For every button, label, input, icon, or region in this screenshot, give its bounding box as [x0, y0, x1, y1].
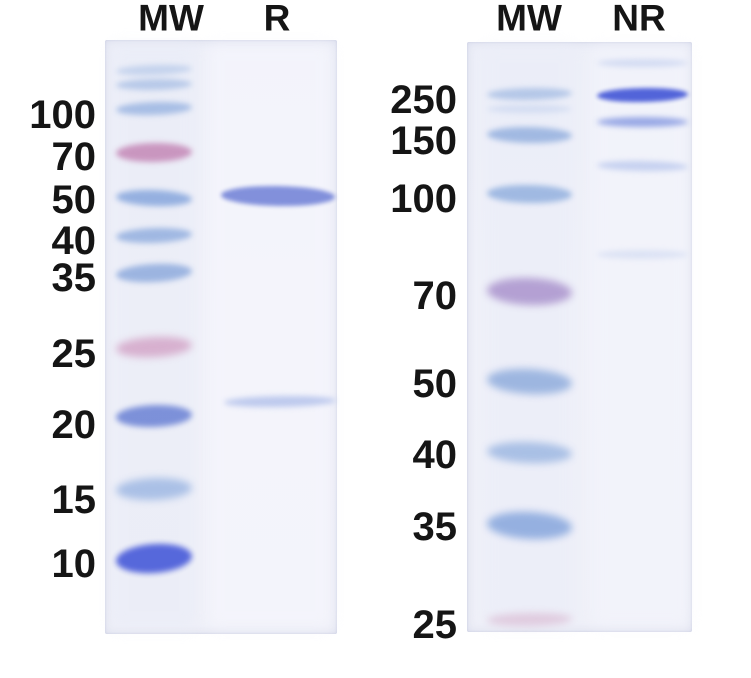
band-nr-85kda	[597, 250, 688, 259]
mw-marker-label-non-reduced-150: 150	[390, 119, 457, 163]
mw-marker-label-reduced-20: 20	[51, 403, 97, 447]
mw-marker-label-non-reduced-50: 50	[412, 362, 458, 406]
mw-marker-label-reduced-15: 15	[51, 478, 97, 522]
lane-header-r: R	[263, 0, 291, 39]
band-nr-200kda	[597, 117, 688, 127]
lane-tint-non-reduced-1	[592, 46, 690, 626]
mw-marker-label-reduced-35: 35	[51, 256, 97, 300]
band-mw-225kda	[487, 105, 572, 113]
mw-marker-label-reduced-100: 100	[29, 93, 96, 137]
mw-marker-label-reduced-50: 50	[51, 178, 97, 222]
lane-header-mw: MW	[496, 0, 562, 39]
mw-marker-label-non-reduced-250: 250	[390, 78, 457, 122]
mw-marker-label-non-reduced-100: 100	[390, 177, 457, 221]
mw-marker-label-reduced-70: 70	[51, 135, 97, 179]
mw-marker-label-reduced-25: 25	[51, 332, 97, 376]
mw-marker-label-non-reduced-35: 35	[412, 505, 458, 549]
lane-header-mw: MW	[138, 0, 204, 39]
mw-marker-label-non-reduced-70: 70	[412, 274, 458, 318]
mw-marker-label-non-reduced-40: 40	[412, 433, 458, 477]
lane-header-nr: NR	[612, 0, 666, 39]
mw-marker-label-non-reduced-25: 25	[412, 603, 458, 647]
mw-marker-label-reduced-40: 40	[51, 219, 97, 263]
lane-tint-reduced-1	[208, 44, 332, 628]
mw-marker-label-reduced-10: 10	[51, 542, 97, 586]
band-nr-300kda	[597, 59, 688, 67]
